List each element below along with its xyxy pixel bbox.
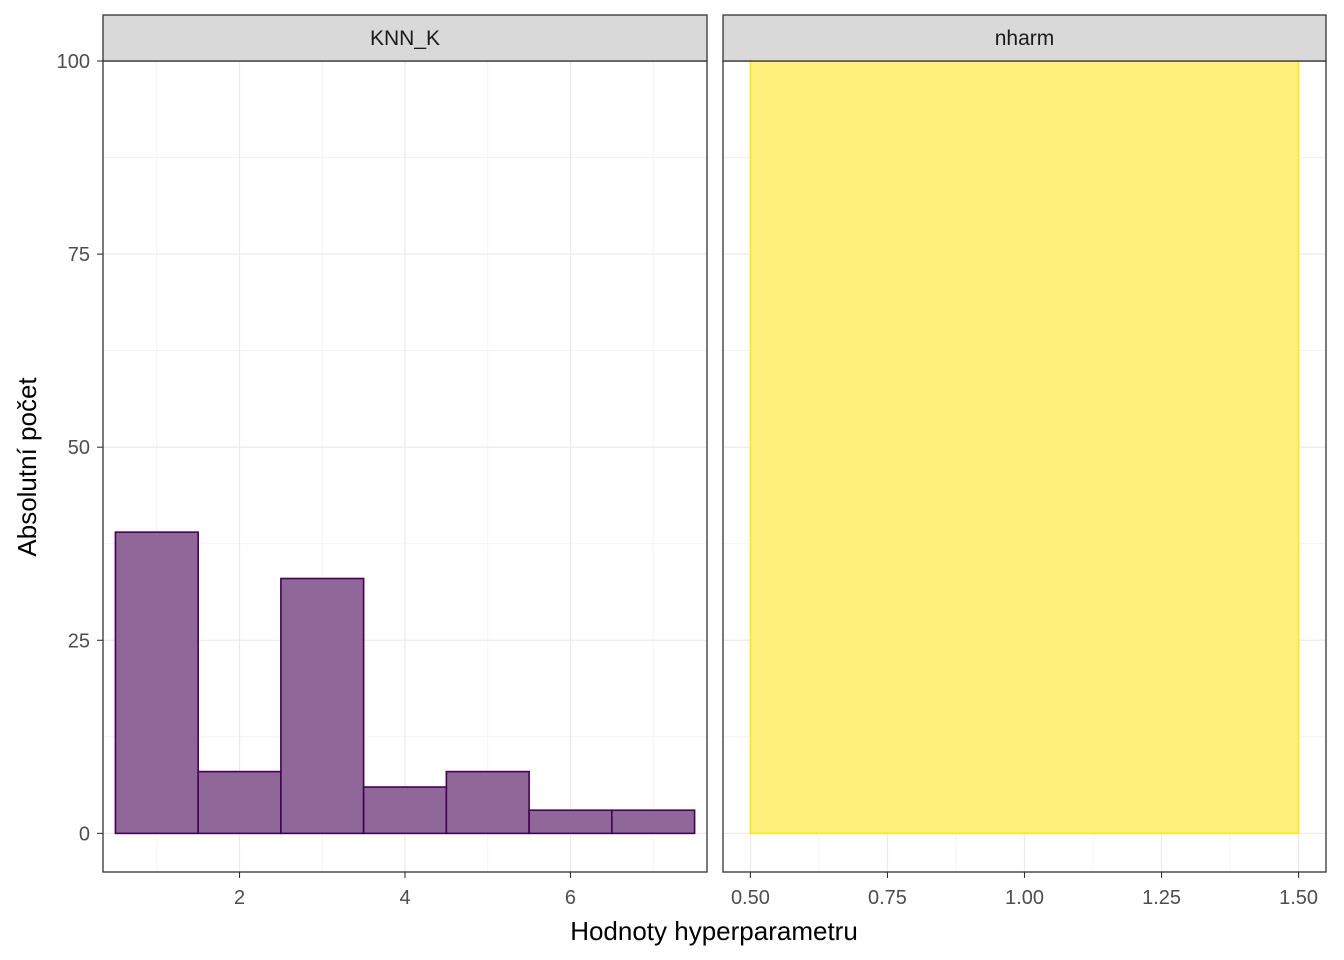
facet-strip — [722, 14, 1327, 62]
x-tick-label: 4 — [399, 887, 410, 909]
y-tick-label: 100 — [57, 51, 90, 73]
facet-strip-label: KNN_K — [370, 27, 440, 50]
histogram-bar — [749, 60, 1300, 835]
y-tick-label: 0 — [79, 823, 90, 845]
y-axis-title: Absolutní počet — [12, 377, 42, 557]
histogram-bar — [445, 770, 530, 835]
y-tick-label: 50 — [68, 437, 90, 459]
histogram-bar — [197, 770, 282, 835]
histogram-bar — [280, 577, 365, 835]
histogram-bar — [114, 531, 199, 835]
x-tick-label: 0.75 — [868, 887, 907, 909]
y-tick-label: 75 — [68, 244, 90, 266]
facet-strip — [102, 14, 708, 62]
facet-strip-label: nharm — [995, 27, 1055, 50]
histogram-bar — [611, 809, 696, 835]
x-tick-label: 2 — [234, 887, 245, 909]
histogram-bar — [362, 786, 448, 835]
histogram-bar — [528, 809, 613, 835]
x-tick-label: 1.50 — [1279, 887, 1318, 909]
x-tick-label: 6 — [565, 887, 576, 909]
facet-panels: KNN_K 2 4 6 nharm 0.50 0.75 1.00 1.25 1.50 — [102, 14, 1327, 909]
x-tick-label: 0.50 — [731, 887, 770, 909]
x-tick-label: 1.25 — [1142, 887, 1181, 909]
x-axis-title: Hodnoty hyperparametru — [570, 916, 858, 946]
facet-panel-knn-k: KNN_K 2 4 6 — [102, 14, 708, 909]
y-tick-label: 25 — [68, 630, 90, 652]
facet-panel-nharm: nharm 0.50 0.75 1.00 1.25 1.50 — [722, 14, 1327, 909]
y-axis: 0 25 50 75 100 — [57, 51, 103, 845]
x-tick-label: 1.00 — [1005, 887, 1044, 909]
